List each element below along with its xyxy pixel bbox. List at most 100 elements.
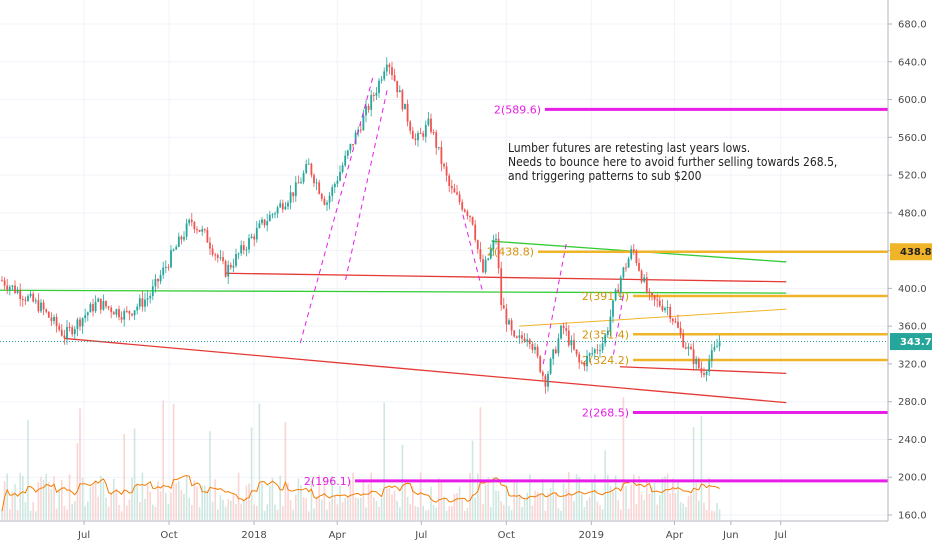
candle-body	[692, 349, 695, 365]
candle-body	[71, 327, 74, 335]
volume-bar	[84, 506, 86, 520]
volume-bar	[237, 472, 240, 520]
level-label-3: 2(391.9)	[582, 290, 629, 303]
candle-body	[8, 286, 11, 290]
candle-body	[66, 327, 68, 339]
volume-bar	[534, 490, 536, 520]
candle-body	[578, 354, 581, 363]
candle-body	[206, 229, 209, 243]
volume-bar	[35, 511, 37, 520]
volume-bar	[211, 501, 214, 520]
volume-bar	[508, 506, 510, 520]
volume-bar	[336, 504, 339, 520]
volume-bar	[526, 492, 528, 520]
volume-bar	[118, 504, 120, 520]
candle-body	[513, 330, 516, 337]
candle-body	[656, 299, 659, 301]
volume-bar	[40, 476, 42, 520]
volume-bar	[287, 482, 289, 520]
y-tick-label: 200.0	[898, 473, 927, 484]
volume-bar	[66, 509, 68, 520]
candle-body	[648, 291, 651, 293]
candle-body	[310, 163, 313, 176]
candle-body	[19, 290, 22, 299]
volume-bar	[425, 510, 427, 520]
candle-body	[588, 353, 591, 356]
candle-body	[211, 248, 214, 255]
volume-bar	[162, 400, 164, 520]
candle-body	[661, 305, 664, 311]
volume-bar	[601, 509, 604, 520]
volume-bar	[380, 498, 383, 520]
y-tick-label: 560.0	[898, 133, 927, 144]
volume-bar	[503, 504, 505, 520]
volume-bar	[513, 480, 515, 520]
candle-body	[430, 118, 432, 132]
volume-bar	[474, 497, 476, 520]
candle-body	[466, 211, 469, 216]
trendline-red-short[interactable]	[619, 366, 787, 375]
volume-bar	[575, 474, 578, 520]
candle-body	[632, 249, 635, 251]
volume-bar	[266, 504, 268, 520]
volume-bar	[705, 509, 708, 520]
volume-bar	[248, 483, 250, 520]
candle-body	[570, 340, 573, 346]
trendline-green-horizontal[interactable]	[0, 289, 787, 294]
volume-bars	[1, 397, 721, 520]
volume-bar	[547, 492, 549, 520]
candle-body	[385, 64, 388, 72]
volume-bar	[711, 510, 713, 520]
candle-body	[24, 299, 27, 301]
trendline-red-middle[interactable]	[225, 272, 787, 283]
volume-bar	[391, 494, 393, 520]
candle-body	[27, 296, 29, 301]
candle-body	[328, 195, 331, 203]
y-axis-ticks: 160.0200.0240.0280.0320.0360.0400.0440.0…	[888, 20, 927, 522]
candle-body	[149, 296, 152, 299]
candle-body	[677, 321, 679, 328]
volume-bar	[627, 508, 630, 520]
candle-body	[198, 229, 201, 232]
volume-bar	[656, 504, 658, 520]
volume-bar	[529, 474, 531, 520]
candle-body	[50, 317, 53, 322]
candle-body	[500, 268, 503, 306]
volume-bar	[466, 508, 469, 520]
projection-dash	[462, 214, 483, 291]
volume-bar	[651, 487, 653, 520]
candle-body	[534, 346, 536, 350]
current-price-badge: 343.7	[890, 333, 932, 351]
candle-body	[352, 144, 354, 146]
volume-bar	[243, 500, 245, 520]
volume-bar	[334, 495, 336, 520]
candle-body	[697, 358, 700, 369]
volume-bar	[464, 510, 466, 520]
candle-body	[271, 214, 274, 216]
volume-bar	[677, 479, 679, 520]
candle-body	[435, 132, 438, 148]
volume-bar	[427, 509, 430, 520]
candle-body	[476, 240, 479, 250]
volume-bar	[445, 510, 448, 520]
volume-bar	[695, 483, 697, 520]
candle-body	[141, 298, 144, 307]
volume-bar	[490, 507, 492, 520]
volume-bar	[154, 506, 157, 520]
trendline-red-lower[interactable]	[64, 337, 787, 404]
volume-bar	[477, 473, 479, 520]
level-badge-438-text: 438.8	[900, 247, 932, 258]
candle-body	[453, 188, 456, 193]
volume-bar	[539, 493, 541, 520]
candle-body	[185, 223, 188, 237]
volume-bar	[235, 504, 237, 520]
candle-body	[219, 257, 222, 259]
volume-bar	[505, 485, 508, 520]
volume-bar	[432, 504, 435, 520]
x-axis-ticks: Jul Oct 2018 Apr Jul Oct 2019 Apr Jun Jul	[77, 521, 787, 541]
candle-body	[315, 182, 318, 184]
candle-body	[3, 280, 6, 286]
candle-body	[411, 130, 414, 139]
volume-bar	[469, 473, 471, 520]
